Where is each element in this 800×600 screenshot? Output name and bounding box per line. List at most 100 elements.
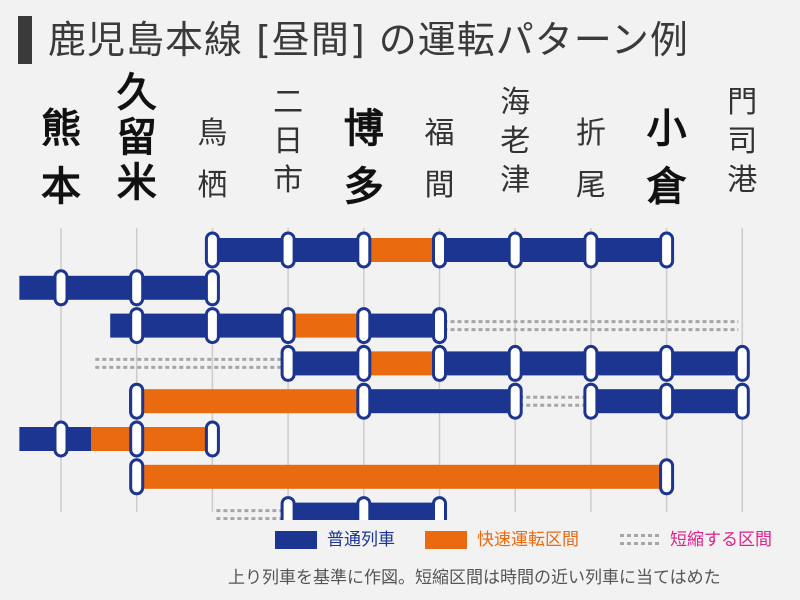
legend-local-label: 普通列車: [327, 530, 395, 550]
stop-marker: [356, 231, 372, 269]
stop-marker: [280, 496, 296, 520]
station-label-char: 尾: [576, 168, 606, 203]
station-label-char: 折: [576, 116, 606, 151]
stop-marker: [734, 382, 750, 420]
stop-marker: [129, 382, 145, 420]
station-label-char: 海: [500, 85, 530, 120]
legend-rapid-swatch: [425, 531, 467, 549]
station-label-char: 栖: [197, 168, 227, 203]
stop-marker: [53, 420, 69, 458]
legend-local-swatch: [275, 531, 317, 549]
legend: 普通列車 快速運転区間 短縮する区間: [275, 528, 795, 552]
train-rows: [19, 231, 750, 520]
train-row: [19, 269, 220, 307]
station-label: 博多: [344, 106, 384, 210]
station-label: 鳥栖: [197, 116, 227, 203]
station-label-char: 留: [117, 115, 157, 161]
station-label-char: 博: [344, 106, 384, 152]
train-row: [216, 496, 447, 520]
station-label-char: 津: [500, 163, 530, 198]
stop-marker: [583, 231, 599, 269]
station-label-char: 司: [727, 124, 757, 159]
station-label: 二日市: [273, 85, 303, 198]
stop-marker: [356, 382, 372, 420]
station-label-char: 日: [273, 124, 303, 159]
train-row: [95, 344, 750, 382]
station-label-char: 米: [117, 160, 157, 206]
station-label-char: 市: [273, 163, 303, 198]
rapid-segment: [91, 427, 213, 451]
station-label-char: 倉: [646, 164, 687, 210]
station-label: 熊本: [41, 106, 81, 210]
local-segment: [19, 275, 213, 300]
station-label-char: 本: [41, 164, 81, 210]
train-row: [204, 231, 675, 269]
stop-marker: [583, 382, 599, 420]
station-label-char: 二: [273, 85, 303, 120]
station-label-char: 多: [344, 164, 384, 210]
train-row: [129, 382, 750, 420]
train-row: [129, 458, 675, 496]
legend-dotted-label: 短縮する区間: [670, 530, 772, 550]
stop-marker: [204, 269, 220, 307]
stop-marker: [129, 269, 145, 307]
local-segment: [439, 238, 667, 262]
stop-marker: [204, 231, 220, 269]
station-label: 福間: [425, 116, 455, 203]
station-label-char: 港: [727, 163, 757, 198]
local-segment: [288, 351, 364, 376]
station-label-char: 熊: [41, 106, 81, 152]
rapid-segment: [363, 238, 440, 262]
stop-marker: [432, 231, 447, 269]
stop-marker: [507, 231, 523, 269]
stop-marker: [432, 344, 447, 382]
stop-marker: [53, 269, 69, 307]
stop-marker: [432, 307, 447, 345]
station-label-char: 福: [425, 116, 455, 151]
station-label-char: 門: [727, 85, 757, 120]
stop-marker: [659, 344, 675, 382]
stop-marker: [659, 231, 675, 269]
stop-marker: [734, 344, 750, 382]
stop-marker: [129, 420, 145, 458]
stop-marker: [432, 496, 447, 520]
station-label: 海老津: [500, 85, 530, 198]
station-label-char: 久: [117, 70, 157, 116]
stop-marker: [280, 344, 296, 382]
station-label: 小倉: [646, 106, 687, 210]
train-row: [110, 307, 739, 345]
station-label-char: 小: [647, 106, 687, 152]
stop-marker: [356, 344, 372, 382]
station-label-char: 鳥: [197, 116, 227, 151]
stop-marker: [129, 307, 145, 345]
stop-marker: [356, 307, 372, 345]
local-segment: [363, 313, 440, 338]
footnote: 上り列車を基準に作図。短縮区間は時間の近い列車に当てはめた: [228, 568, 721, 588]
stop-marker: [129, 458, 145, 496]
stop-marker: [507, 382, 523, 420]
rapid-segment: [136, 464, 667, 489]
stop-marker: [356, 496, 372, 520]
rapid-segment: [136, 389, 364, 414]
station-label: 門司港: [727, 85, 757, 198]
stop-marker: [280, 307, 296, 345]
stop-marker: [583, 344, 599, 382]
rapid-segment: [363, 351, 440, 376]
stop-marker: [659, 382, 675, 420]
title-marker: [18, 16, 32, 64]
stop-marker: [507, 344, 523, 382]
station-label: 久留米: [117, 70, 157, 206]
stop-marker: [204, 420, 220, 458]
stop-marker: [204, 307, 220, 345]
station-label-char: 老: [500, 124, 530, 159]
legend-dotted-swatch: [620, 534, 662, 546]
station-label-char: 間: [425, 168, 455, 203]
station-label: 折尾: [576, 116, 606, 203]
title-bar: 鹿児島本線 [昼間] の運転パターン例: [18, 14, 778, 66]
diagram-title: 鹿児島本線 [昼間] の運転パターン例: [48, 18, 689, 62]
stop-marker: [659, 458, 675, 496]
local-segment: [363, 389, 516, 414]
rapid-segment: [288, 313, 364, 338]
